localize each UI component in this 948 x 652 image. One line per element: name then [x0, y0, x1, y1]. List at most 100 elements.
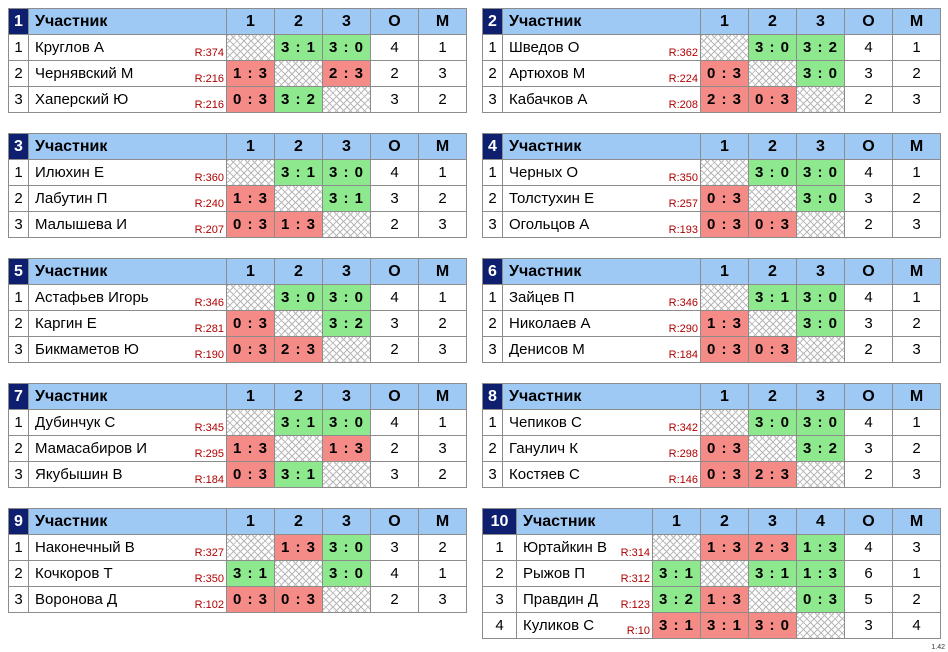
- player-points: 2: [844, 211, 893, 238]
- row-number: 3: [482, 86, 503, 113]
- self-match-cell: [226, 534, 275, 561]
- points-header: О: [370, 508, 419, 535]
- self-match-cell: [748, 185, 797, 212]
- self-match-cell: [274, 435, 323, 462]
- match-score: 2 : 3: [700, 86, 749, 113]
- place-header: М: [892, 8, 941, 35]
- match-score: 2 : 3: [322, 60, 371, 87]
- group-header-row: 4 Участник 1 2 3 О М: [482, 133, 941, 160]
- points-header: О: [370, 133, 419, 160]
- match-score: 3 : 0: [322, 284, 371, 311]
- player-cell: Наконечный В R:327: [28, 534, 227, 561]
- row-number: 1: [482, 34, 503, 61]
- player-name: Кабачков А: [509, 91, 588, 108]
- opponent-column-header: 1: [226, 383, 275, 410]
- player-cell: Кабачков А R:208: [502, 86, 701, 113]
- player-name: Николаев А: [509, 315, 591, 332]
- player-place: 1: [892, 159, 941, 186]
- group-header-row: 7 Участник 1 2 3 О М: [8, 383, 467, 410]
- match-score: 3 : 0: [796, 185, 845, 212]
- match-score: 3 : 1: [700, 612, 749, 639]
- self-match-cell: [748, 310, 797, 337]
- player-cell: Мамасабиров И R:295: [28, 435, 227, 462]
- opponent-column-header: 3: [796, 133, 845, 160]
- player-rating: R:146: [668, 474, 698, 486]
- player-name: Дубинчук С: [35, 414, 116, 431]
- player-rating: R:216: [194, 73, 224, 85]
- participant-header: Участник: [28, 383, 227, 410]
- place-header: М: [892, 258, 941, 285]
- self-match-cell: [748, 586, 797, 613]
- opponent-column-header: 3: [322, 508, 371, 535]
- place-header: М: [892, 508, 941, 535]
- row-number: 3: [482, 336, 503, 363]
- opponent-column-header: 3: [748, 508, 797, 535]
- player-rating: R:290: [668, 323, 698, 335]
- group-number: 8: [482, 383, 503, 410]
- player-cell: Чепиков С R:342: [502, 409, 701, 436]
- match-score: 1 : 3: [700, 310, 749, 337]
- match-score: 3 : 1: [226, 560, 275, 587]
- player-cell: Лабутин П R:240: [28, 185, 227, 212]
- player-cell: Кочкоров Т R:350: [28, 560, 227, 587]
- group-number: 10: [482, 508, 517, 535]
- match-score: 0 : 3: [796, 586, 845, 613]
- opponent-column-header: 2: [748, 383, 797, 410]
- row-number: 2: [482, 185, 503, 212]
- row-number: 1: [482, 159, 503, 186]
- player-name: Ганулич К: [509, 440, 578, 457]
- player-name: Чернявский М: [35, 65, 134, 82]
- player-place: 2: [892, 586, 941, 613]
- row-number: 2: [482, 310, 503, 337]
- group-header-row: 1 Участник 1 2 3 О М: [8, 8, 467, 35]
- match-score: 1 : 3: [274, 534, 323, 561]
- player-points: 4: [844, 34, 893, 61]
- group-number: 6: [482, 258, 503, 285]
- player-rating: R:224: [668, 73, 698, 85]
- player-points: 4: [370, 34, 419, 61]
- self-match-cell: [796, 211, 845, 238]
- player-name: Круглов А: [35, 39, 104, 56]
- player-name: Шведов О: [509, 39, 580, 56]
- row-number: 1: [8, 159, 29, 186]
- player-points: 4: [370, 159, 419, 186]
- self-match-cell: [796, 86, 845, 113]
- opponent-column-header: 3: [796, 383, 845, 410]
- player-cell: Костяев С R:146: [502, 461, 701, 488]
- self-match-cell: [322, 461, 371, 488]
- player-name: Артюхов М: [509, 65, 586, 82]
- player-points: 6: [844, 560, 893, 587]
- player-name: Денисов М: [509, 341, 585, 358]
- match-score: 0 : 3: [700, 435, 749, 462]
- match-score: 0 : 3: [700, 336, 749, 363]
- player-place: 1: [892, 560, 941, 587]
- player-points: 2: [370, 336, 419, 363]
- self-match-cell: [700, 409, 749, 436]
- player-name: Хаперский Ю: [35, 91, 129, 108]
- self-match-cell: [748, 60, 797, 87]
- group-header-row: 5 Участник 1 2 3 О М: [8, 258, 467, 285]
- player-rating: R:216: [194, 99, 224, 111]
- player-place: 2: [892, 60, 941, 87]
- player-cell: Шведов О R:362: [502, 34, 701, 61]
- player-rating: R:257: [668, 198, 698, 210]
- self-match-cell: [274, 60, 323, 87]
- opponent-column-header: 1: [226, 508, 275, 535]
- player-place: 2: [418, 86, 467, 113]
- player-points: 3: [370, 185, 419, 212]
- player-cell: Ганулич К R:298: [502, 435, 701, 462]
- match-score: 0 : 3: [226, 336, 275, 363]
- player-rating: R:314: [620, 547, 650, 559]
- match-score: 3 : 0: [796, 310, 845, 337]
